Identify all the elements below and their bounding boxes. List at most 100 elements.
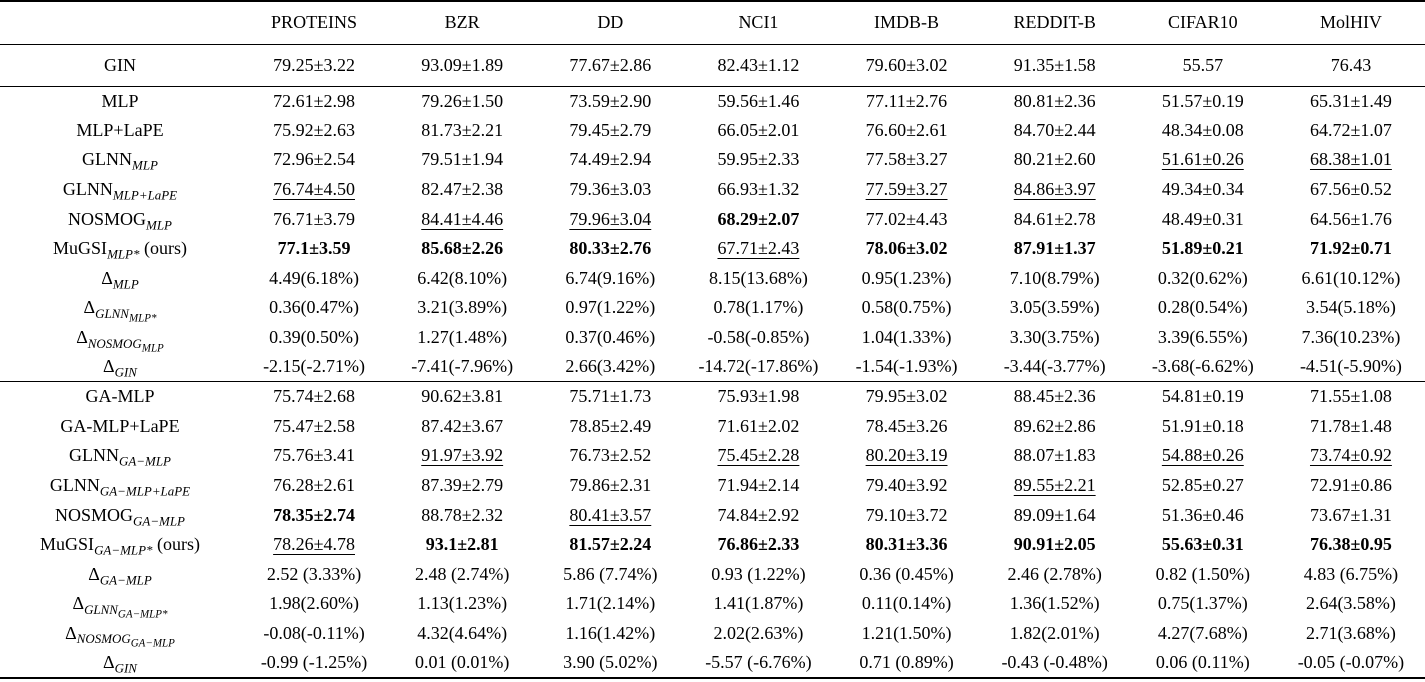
- value-cell: 76.74±4.50: [273, 179, 355, 200]
- row-label-subscript: GA−MLP: [133, 513, 185, 529]
- value-cell: 91.35±1.58: [1013, 54, 1096, 75]
- value-cell: 88.78±2.32: [421, 504, 504, 525]
- value-cell: 93.09±1.89: [421, 54, 504, 75]
- value-cell: 4.27(7.68%): [1157, 622, 1248, 643]
- row-label-subscript: MLP: [146, 217, 172, 233]
- row-label: MuGSIMLP* (ours): [0, 234, 240, 264]
- row-label-subscript: MLP: [132, 158, 158, 174]
- row-label-main: Δ: [83, 297, 96, 318]
- value-cell: 80.21±2.60: [1013, 149, 1096, 170]
- value-cell: 0.78(1.17%): [713, 297, 804, 318]
- table-row: ΔGIN -2.15(-2.71%) -7.41(-7.96%) 2.66(3.42%…: [0, 352, 1425, 382]
- value-cell: 78.26±4.78: [273, 534, 355, 555]
- mlp-section: MLP 72.61±2.98 79.26±1.50 73.59±2.90 59.56±1…: [0, 86, 1425, 382]
- value-cell: 79.45±2.79: [569, 119, 652, 140]
- table-row: MLP 72.61±2.98 79.26±1.50 73.59±2.90 59.56±1…: [0, 86, 1425, 116]
- value-cell: 79.60±3.02: [865, 54, 948, 75]
- table-row: ΔNOSMOGGA−MLP -0.08(-0.11%) 4.32(4.64%) 1.1…: [0, 619, 1425, 650]
- column-header: DD: [597, 12, 624, 33]
- row-label-subsubscript: MLP*: [128, 312, 157, 325]
- value-cell: -1.54(-1.93%): [855, 356, 958, 377]
- row-label: ΔGIN: [0, 648, 240, 678]
- value-cell: 0.36(0.47%): [269, 297, 360, 318]
- value-cell: 48.49±0.31: [1161, 208, 1244, 229]
- row-label-column-header: [0, 1, 240, 44]
- value-cell: 90.62±3.81: [421, 386, 504, 407]
- value-cell: 76.71±3.79: [273, 208, 355, 229]
- value-cell: 0.82 (1.50%): [1155, 563, 1251, 584]
- value-cell: 76.28±2.61: [273, 475, 355, 496]
- value-cell: -0.08(-0.11%): [263, 622, 365, 643]
- value-cell: 6.61(10.12%): [1301, 267, 1401, 288]
- value-cell: 1.16(1.42%): [565, 622, 656, 643]
- value-cell: 79.40±3.92: [865, 475, 948, 496]
- value-cell: 76.73±2.52: [569, 445, 652, 466]
- value-cell: 59.95±2.33: [717, 149, 800, 170]
- row-label-main: GLNN: [82, 149, 133, 170]
- column-header: NCI1: [738, 12, 779, 33]
- value-cell: 75.93±1.98: [717, 386, 800, 407]
- value-cell: 0.75(1.37%): [1157, 593, 1248, 614]
- value-cell: 77.02±4.43: [865, 208, 948, 229]
- value-cell: -0.43 (-0.48%): [1001, 652, 1108, 673]
- value-cell: 51.57±0.19: [1161, 90, 1244, 111]
- row-label: ΔNOSMOGGA−MLP: [0, 619, 240, 650]
- value-cell: 4.32(4.64%): [417, 622, 508, 643]
- value-cell: 75.92±2.63: [273, 119, 355, 140]
- row-label-subscript: GA−MLP+LaPE: [99, 483, 191, 499]
- table-row: MuGSIGA−MLP* (ours) 78.26±4.78 93.1±2.81 81…: [0, 530, 1425, 560]
- table-row: GLNNGA−MLP+LaPE 76.28±2.61 87.39±2.79 79.86…: [0, 471, 1425, 501]
- value-cell: 75.76±3.41: [273, 445, 355, 466]
- value-cell: 2.48 (2.74%): [414, 563, 510, 584]
- row-label-subscript: NOSMOG: [87, 335, 142, 351]
- value-cell: 79.86±2.31: [569, 475, 652, 496]
- gin-section: GIN 79.25±3.22 93.09±1.89 77.67±2.86 82.43±1…: [0, 44, 1425, 86]
- value-cell: -7.41(-7.96%): [411, 356, 514, 377]
- header-row: PROTEINS BZR DD NCI1 IMDB-B REDDIT-B CIFAR10 Mo…: [0, 1, 1425, 44]
- value-cell: 73.74±0.92: [1309, 445, 1392, 466]
- value-cell: 84.86±3.97: [1013, 179, 1096, 200]
- value-cell: 8.15(13.68%): [708, 267, 808, 288]
- value-cell: 80.81±2.36: [1013, 90, 1096, 111]
- row-label-main: NOSMOG: [55, 504, 134, 525]
- value-cell: 78.85±2.49: [569, 415, 652, 436]
- value-cell: 5.86 (7.74%): [563, 563, 658, 584]
- value-cell: 84.61±2.78: [1013, 208, 1096, 229]
- value-cell: 59.56±1.46: [717, 90, 800, 111]
- value-cell: 91.97±3.92: [421, 445, 504, 466]
- value-cell: 7.10(8.79%): [1009, 267, 1100, 288]
- value-cell: -3.44(-3.77%): [1003, 356, 1106, 377]
- value-cell: 82.47±2.38: [421, 179, 504, 200]
- row-label: MLP+LaPE: [0, 116, 240, 146]
- value-cell: 1.04(1.33%): [861, 327, 952, 348]
- row-label: ΔGIN: [0, 352, 240, 382]
- value-cell: 64.72±1.07: [1309, 119, 1392, 140]
- table-row: ΔNOSMOGMLP 0.39(0.50%) 1.27(1.48%) 0.37(0.4…: [0, 323, 1425, 354]
- row-label-main: Δ: [88, 563, 100, 584]
- value-cell: 81.57±2.24: [569, 534, 652, 555]
- value-cell: 79.51±1.94: [421, 149, 504, 170]
- row-label-subscript: GIN: [114, 660, 137, 676]
- value-cell: 3.05(3.59%): [1009, 297, 1100, 318]
- value-cell: 84.41±4.46: [421, 208, 504, 229]
- value-cell: -5.57 (-6.76%): [705, 652, 812, 673]
- value-cell: 54.88±0.26: [1161, 445, 1244, 466]
- row-label: GA-MLP+LaPE: [0, 412, 240, 442]
- value-cell: 71.55±1.08: [1309, 386, 1392, 407]
- row-label: GIN: [0, 44, 240, 86]
- value-cell: 0.01 (0.01%): [414, 652, 510, 673]
- value-cell: 80.41±3.57: [569, 504, 652, 525]
- value-cell: 79.95±3.02: [865, 386, 948, 407]
- row-label-main: Δ: [72, 593, 85, 614]
- row-label-main: MuGSI: [53, 238, 108, 259]
- row-label-main: Δ: [65, 622, 77, 643]
- value-cell: 1.21(1.50%): [861, 622, 952, 643]
- value-cell: 78.35±2.74: [273, 504, 355, 525]
- row-label-main: NOSMOG: [68, 208, 147, 229]
- table-row: ΔMLP 4.49(6.18%) 6.42(8.10%) 6.74(9.16%) 8.1…: [0, 264, 1425, 294]
- row-label-main: GLNN: [62, 179, 113, 200]
- row-label-suffix: (ours): [139, 238, 187, 259]
- value-cell: 0.95(1.23%): [861, 267, 952, 288]
- row-label: ΔNOSMOGMLP: [0, 323, 240, 354]
